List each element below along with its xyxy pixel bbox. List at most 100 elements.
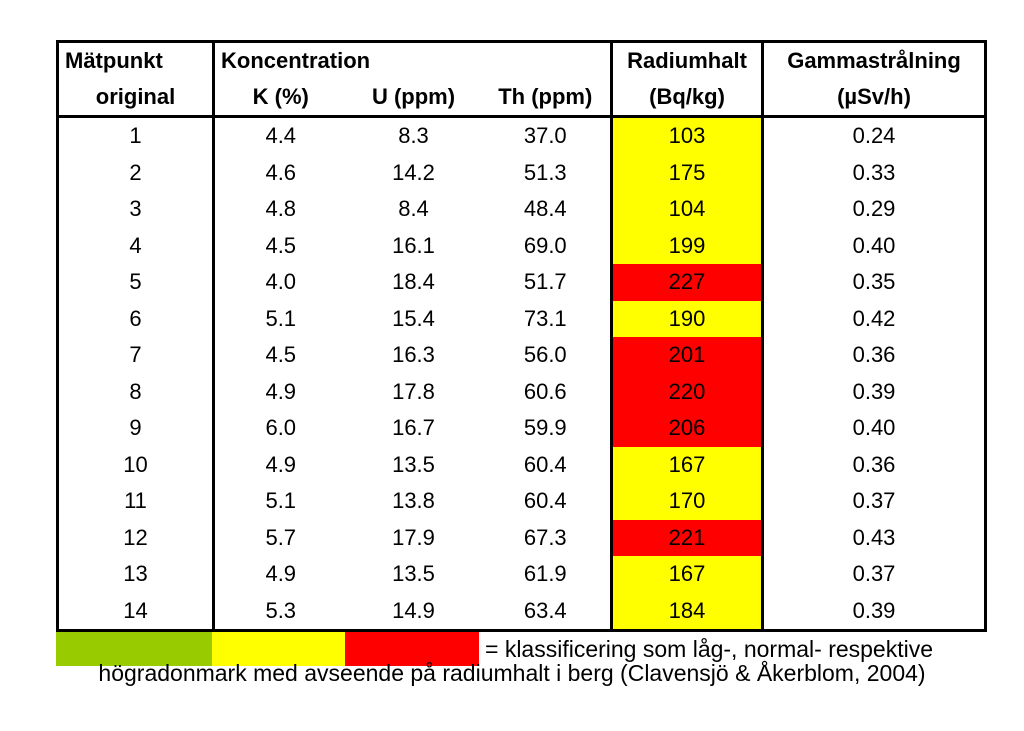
cell-radium: 199	[610, 227, 763, 264]
cell-point: 6	[56, 300, 214, 337]
header-radium-line2: (Bq/kg)	[610, 79, 763, 118]
table-row: 10 4.9 13.5 60.4 167 0.36	[56, 446, 988, 483]
cell-gamma: 0.35	[761, 264, 988, 301]
cell-th: 67.3	[523, 524, 567, 550]
table-row: 8 4.9 17.8 60.6 220 0.39	[56, 373, 988, 410]
legend-text: = klassificering som låg-, normal- respe…	[485, 635, 934, 662]
cell-gamma: 0.29	[761, 191, 988, 228]
header-point-line2: original	[56, 79, 214, 118]
cell-u: 13.5	[392, 451, 435, 477]
cell-radium: 103	[610, 116, 763, 155]
header-row-2: original K (%) U (ppm) Th (ppm) (Bq/kg) …	[56, 79, 988, 118]
cell-k: 4.9	[212, 373, 347, 410]
table-row: 14 5.3 14.9 63.4 184 0.39	[56, 592, 988, 632]
cell-th: 60.4	[523, 451, 567, 477]
cell-u: 16.7	[392, 415, 435, 441]
cell-gamma: 0.39	[761, 373, 988, 410]
header-point-line1: Mätpunkt	[56, 40, 214, 79]
cell-gamma: 0.37	[761, 483, 988, 520]
table-row: 11 5.1 13.8 60.4 170 0.37	[56, 483, 988, 520]
header-row-1: Mätpunkt Koncentration Radiumhalt Gammas…	[56, 40, 988, 79]
table-row: 12 5.7 17.9 67.3 221 0.43	[56, 519, 988, 556]
cell-th: 48.4	[523, 196, 567, 222]
table-row: 6 5.1 15.4 73.1 190 0.42	[56, 300, 988, 337]
table-row: 7 4.5 16.3 56.0 201 0.36	[56, 337, 988, 374]
cell-k: 4.8	[212, 191, 347, 228]
table-row: 4 4.5 16.1 69.0 199 0.40	[56, 227, 988, 264]
cell-gamma: 0.43	[761, 519, 988, 556]
cell-th: 63.4	[480, 592, 612, 632]
header-gamma-line2: (µSv/h)	[761, 79, 988, 118]
cell-radium: 220	[610, 373, 763, 410]
cell-point: 7	[56, 337, 214, 374]
header-th: Th (ppm)	[480, 79, 612, 118]
legend: = klassificering som låg-, normal- respe…	[56, 632, 984, 666]
cell-radium: 201	[610, 337, 763, 374]
cell-k: 4.0	[212, 264, 347, 301]
cell-th: 51.7	[523, 269, 567, 295]
legend-swatch-normal	[212, 632, 345, 666]
table-row: 2 4.6 14.2 51.3 175 0.33	[56, 154, 988, 191]
cell-u: 8.4	[398, 196, 429, 222]
cell-k: 5.7	[212, 519, 347, 556]
cell-k: 4.9	[212, 446, 347, 483]
cell-th: 59.9	[523, 415, 567, 441]
cell-radium: 227	[610, 264, 763, 301]
cell-th: 73.1	[523, 305, 567, 331]
cell-u: 15.4	[392, 305, 435, 331]
cell-point: 2	[56, 154, 214, 191]
cell-gamma: 0.37	[761, 556, 988, 593]
table-body: 1 4.4 8.3 37.0 103 0.24 2 4.6 14.2 51.3 175 0.33 3 4.…	[56, 116, 988, 632]
radium-table: Mätpunkt Koncentration Radiumhalt Gammas…	[56, 40, 988, 632]
cell-u: 14.2	[392, 159, 435, 185]
cell-k: 5.1	[212, 483, 347, 520]
cell-point: 13	[56, 556, 214, 593]
cell-u: 14.9	[346, 592, 481, 632]
cell-th: 61.9	[523, 561, 567, 587]
cell-th: 69.0	[523, 232, 567, 258]
cell-gamma: 0.40	[761, 227, 988, 264]
cell-gamma: 0.36	[761, 446, 988, 483]
cell-u: 18.4	[392, 269, 435, 295]
cell-point: 8	[56, 373, 214, 410]
cell-th: 37.0	[523, 123, 567, 149]
cell-u: 17.9	[392, 524, 435, 550]
header-radium-line1: Radiumhalt	[610, 40, 763, 79]
cell-point: 5	[56, 264, 214, 301]
cell-radium: 167	[610, 446, 763, 483]
cell-th: 60.6	[523, 378, 567, 404]
cell-k: 5.1	[212, 300, 347, 337]
cell-u: 13.5	[392, 561, 435, 587]
cell-radium: 184	[610, 592, 763, 632]
cell-th: 56.0	[523, 342, 567, 368]
cell-th: 60.4	[523, 488, 567, 514]
cell-u: 16.3	[392, 342, 435, 368]
cell-th: 51.3	[523, 159, 567, 185]
header-k: K (%)	[212, 79, 347, 118]
cell-point: 4	[56, 227, 214, 264]
cell-k: 4.4	[212, 116, 347, 155]
cell-point: 10	[56, 446, 214, 483]
legend-swatch-high	[345, 632, 479, 666]
header-concentration: Koncentration	[211, 40, 612, 79]
cell-point: 1	[56, 116, 214, 155]
cell-radium: 167	[610, 556, 763, 593]
cell-u: 16.1	[392, 232, 435, 258]
cell-k: 5.3	[212, 592, 347, 632]
cell-gamma: 0.42	[761, 300, 988, 337]
cell-gamma: 0.24	[761, 116, 988, 155]
cell-point: 14	[56, 592, 214, 632]
table-row: 5 4.0 18.4 51.7 227 0.35	[56, 264, 988, 301]
cell-u: 8.3	[398, 123, 429, 149]
cell-k: 4.6	[212, 154, 347, 191]
table-row: 9 6.0 16.7 59.9 206 0.40	[56, 410, 988, 447]
cell-radium: 104	[610, 191, 763, 228]
cell-k: 4.5	[212, 227, 347, 264]
cell-gamma: 0.33	[761, 154, 988, 191]
cell-gamma: 0.40	[761, 410, 988, 447]
radium-table-container: Mätpunkt Koncentration Radiumhalt Gammas…	[56, 40, 988, 666]
cell-radium: 221	[610, 519, 763, 556]
table-row: 3 4.8 8.4 48.4 104 0.29	[56, 191, 988, 228]
cell-k: 4.9	[212, 556, 347, 593]
table-row: 1 4.4 8.3 37.0 103 0.24	[56, 116, 988, 155]
